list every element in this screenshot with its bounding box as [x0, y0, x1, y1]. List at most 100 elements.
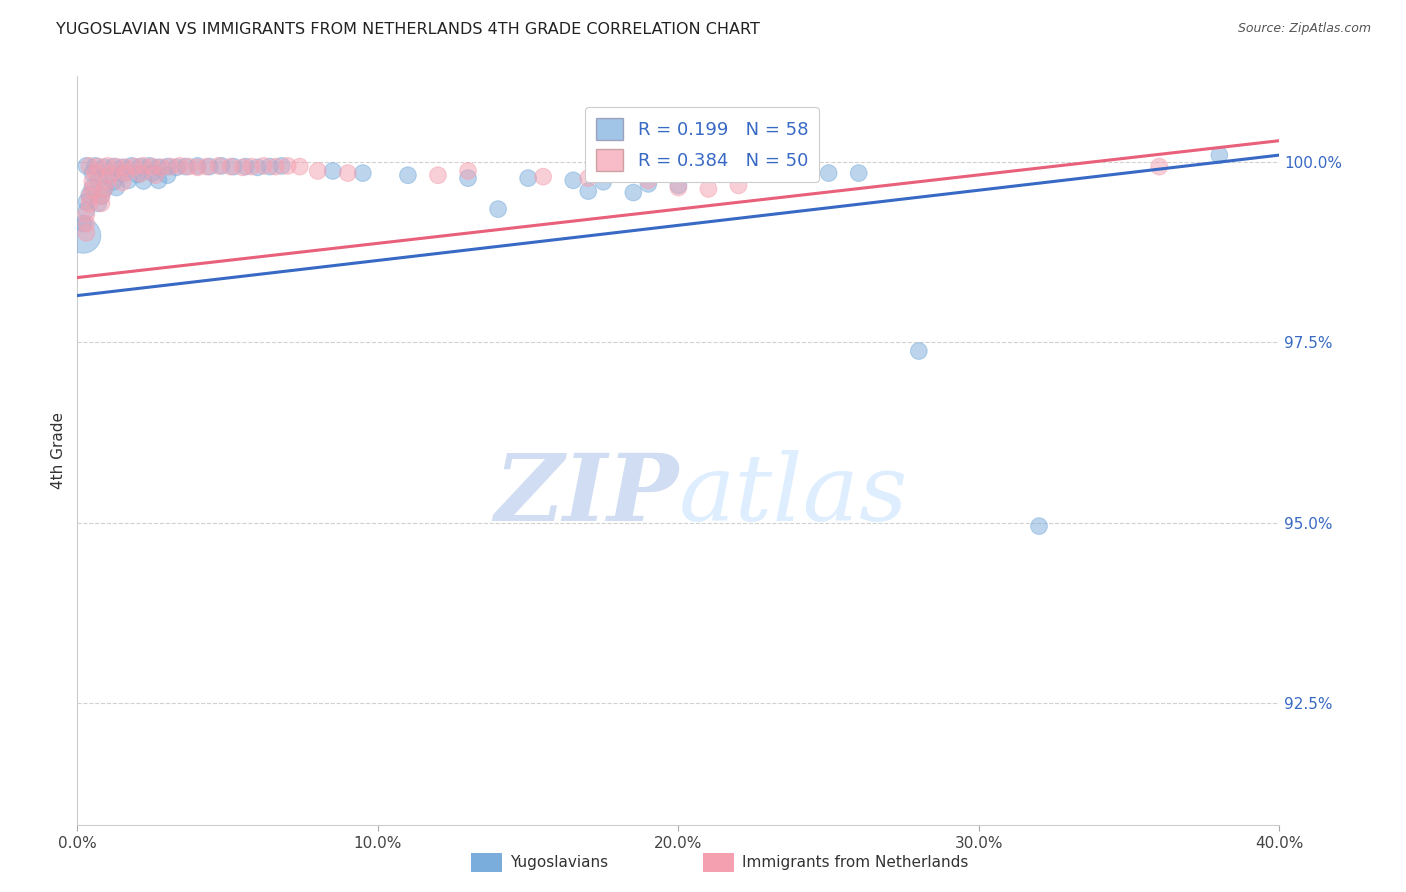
Point: [114, 166, 136, 180]
Point: [166, 161, 188, 175]
Point: [277, 159, 299, 173]
Point: [156, 168, 179, 182]
Text: Source: ZipAtlas.com: Source: ZipAtlas.com: [1237, 22, 1371, 36]
Point: [96, 168, 118, 182]
Point: [79, 187, 101, 202]
Point: [1208, 148, 1230, 162]
Point: [457, 171, 479, 186]
Point: [96, 174, 118, 188]
Point: [186, 161, 209, 175]
Point: [240, 160, 263, 174]
Point: [211, 159, 233, 173]
Point: [1028, 519, 1050, 533]
Point: [668, 178, 690, 193]
Point: [75, 217, 97, 231]
Point: [637, 177, 659, 191]
Point: [79, 190, 101, 204]
Point: [322, 164, 344, 178]
Point: [72, 217, 94, 231]
Point: [253, 159, 276, 173]
Point: [517, 171, 540, 186]
Point: [79, 197, 101, 211]
Text: Yugoslavians: Yugoslavians: [510, 855, 609, 870]
Point: [427, 168, 450, 182]
Point: [127, 168, 149, 182]
Y-axis label: 4th Grade: 4th Grade: [51, 412, 66, 489]
Point: [82, 166, 104, 180]
Point: [84, 159, 107, 173]
Point: [105, 180, 128, 194]
Point: [75, 194, 97, 209]
Point: [169, 159, 191, 173]
Point: [1149, 160, 1171, 174]
Point: [592, 175, 614, 189]
Point: [232, 161, 254, 175]
Point: [138, 159, 160, 173]
Point: [207, 159, 229, 173]
Point: [93, 161, 115, 175]
Point: [637, 173, 659, 187]
Point: [336, 166, 359, 180]
Point: [817, 166, 839, 180]
Point: [156, 160, 179, 174]
Legend: R = 0.199   N = 58, R = 0.384   N = 50: R = 0.199 N = 58, R = 0.384 N = 50: [585, 107, 818, 182]
Point: [79, 159, 101, 173]
Point: [486, 202, 509, 216]
Point: [141, 160, 163, 174]
Point: [307, 164, 329, 178]
Point: [270, 159, 292, 173]
Point: [90, 189, 112, 203]
Point: [668, 180, 690, 194]
Point: [87, 196, 110, 211]
Point: [727, 178, 749, 193]
Point: [174, 160, 197, 174]
Point: [96, 159, 118, 173]
Point: [87, 173, 110, 187]
Point: [105, 160, 128, 174]
Point: [100, 168, 122, 182]
Point: [246, 161, 269, 175]
Point: [90, 196, 112, 211]
Point: [195, 160, 218, 174]
Point: [93, 182, 115, 196]
Point: [120, 159, 142, 173]
Point: [288, 160, 311, 174]
Point: [82, 175, 104, 189]
Point: [697, 182, 720, 196]
Point: [103, 175, 125, 189]
Point: [111, 167, 134, 181]
Point: [90, 189, 112, 203]
Point: [84, 166, 107, 180]
Point: [264, 160, 287, 174]
Point: [129, 167, 152, 181]
Point: [141, 166, 163, 180]
Point: [621, 186, 644, 200]
Point: [148, 161, 170, 175]
Point: [75, 203, 97, 218]
Point: [129, 160, 152, 174]
Point: [235, 160, 257, 174]
Point: [576, 184, 599, 198]
Point: [576, 171, 599, 186]
Text: Immigrants from Netherlands: Immigrants from Netherlands: [742, 855, 969, 870]
Point: [908, 344, 931, 359]
Point: [75, 159, 97, 173]
Point: [82, 180, 104, 194]
Point: [117, 173, 139, 187]
Point: [396, 168, 419, 182]
Point: [148, 173, 170, 187]
Point: [75, 207, 97, 221]
Point: [531, 169, 554, 184]
Text: atlas: atlas: [679, 450, 908, 541]
Point: [75, 226, 97, 240]
Point: [848, 166, 870, 180]
Point: [177, 160, 200, 174]
Point: [145, 168, 167, 182]
Point: [132, 159, 155, 173]
Point: [219, 160, 242, 174]
Point: [93, 182, 115, 196]
Point: [82, 183, 104, 197]
Text: YUGOSLAVIAN VS IMMIGRANTS FROM NETHERLANDS 4TH GRADE CORRELATION CHART: YUGOSLAVIAN VS IMMIGRANTS FROM NETHERLAN…: [56, 22, 761, 37]
Point: [87, 160, 110, 174]
Point: [111, 161, 134, 175]
